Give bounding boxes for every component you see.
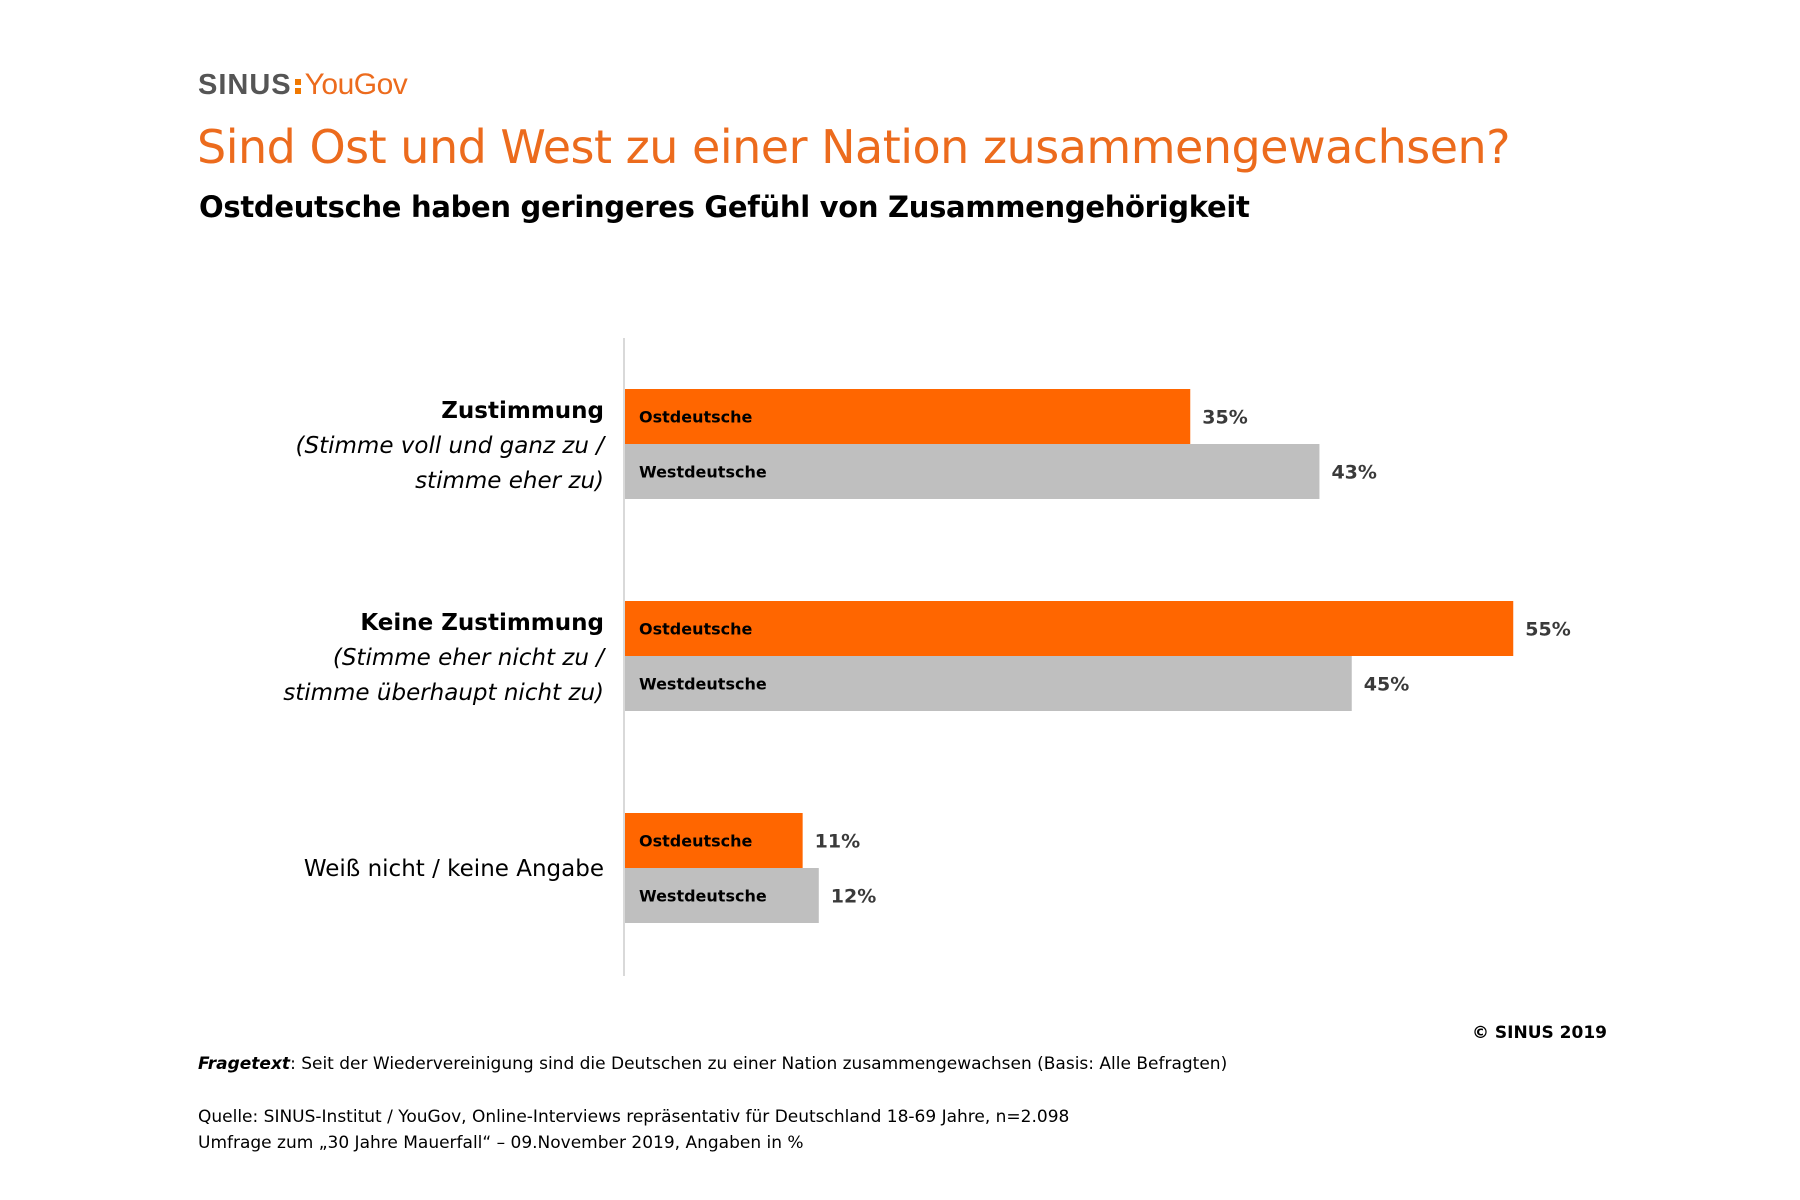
bar-westdeutsche-1 bbox=[625, 444, 1320, 499]
value-label: 55% bbox=[1525, 619, 1570, 641]
chart-title: Sind Ost und West zu einer Nation zusamm… bbox=[197, 120, 1511, 174]
source-line-1: Quelle: SINUS-Institut / YouGov, Online-… bbox=[198, 1107, 1070, 1127]
bar-ostdeutsche-2 bbox=[625, 601, 1514, 656]
bar-ostdeutsche-1 bbox=[625, 389, 1191, 444]
value-label: 11% bbox=[815, 831, 860, 853]
category-subtitle: stimme überhaupt nicht zu) bbox=[283, 680, 604, 706]
source-line-2: Umfrage zum „30 Jahre Mauerfall“ – 09.No… bbox=[198, 1133, 804, 1153]
category-subtitle: (Stimme voll und ganz zu / bbox=[296, 433, 607, 459]
logo-yougov-text: YouGov bbox=[304, 68, 408, 101]
source-note: Quelle: SINUS-Institut / YouGov, Online-… bbox=[198, 1104, 1069, 1156]
question-text: Fragetext: Seit der Wiedervereinigung si… bbox=[198, 1054, 1227, 1074]
sinus-yougov-logo: SINUS YouGov bbox=[198, 68, 408, 104]
category-title: Keine Zustimmung bbox=[360, 610, 604, 636]
logo-sinus-text: SINUS bbox=[198, 69, 292, 101]
category-title: Zustimmung bbox=[441, 398, 604, 424]
copyright-note: © SINUS 2019 bbox=[1472, 1023, 1607, 1043]
value-label: 35% bbox=[1202, 407, 1247, 429]
bar-westdeutsche-2 bbox=[625, 656, 1352, 711]
category-subtitle: stimme eher zu) bbox=[415, 468, 604, 494]
category-subtitle: (Stimme eher nicht zu / bbox=[333, 645, 606, 671]
bar-series-label: Ostdeutsche bbox=[639, 408, 753, 427]
bar-series-label: Westdeutsche bbox=[639, 675, 767, 694]
bar-series-label: Ostdeutsche bbox=[639, 620, 753, 639]
bar-series-label: Westdeutsche bbox=[639, 463, 767, 482]
question-text-lead: Fragetext bbox=[198, 1054, 291, 1074]
bar-series-label: Ostdeutsche bbox=[639, 832, 753, 851]
bar-ostdeutsche-3 bbox=[625, 813, 803, 868]
category-title: Weiß nicht / keine Angabe bbox=[304, 856, 604, 882]
question-text-body: : Seit der Wiedervereinigung sind die De… bbox=[290, 1054, 1228, 1074]
value-label: 12% bbox=[831, 886, 876, 908]
chart-subtitle: Ostdeutsche haben geringeres Gefühl von … bbox=[199, 190, 1250, 224]
value-label: 45% bbox=[1364, 674, 1409, 696]
value-label: 43% bbox=[1331, 462, 1376, 484]
logo-separator-icon bbox=[294, 78, 301, 94]
bar-westdeutsche-3 bbox=[625, 868, 819, 923]
bar-series-label: Westdeutsche bbox=[639, 887, 767, 906]
